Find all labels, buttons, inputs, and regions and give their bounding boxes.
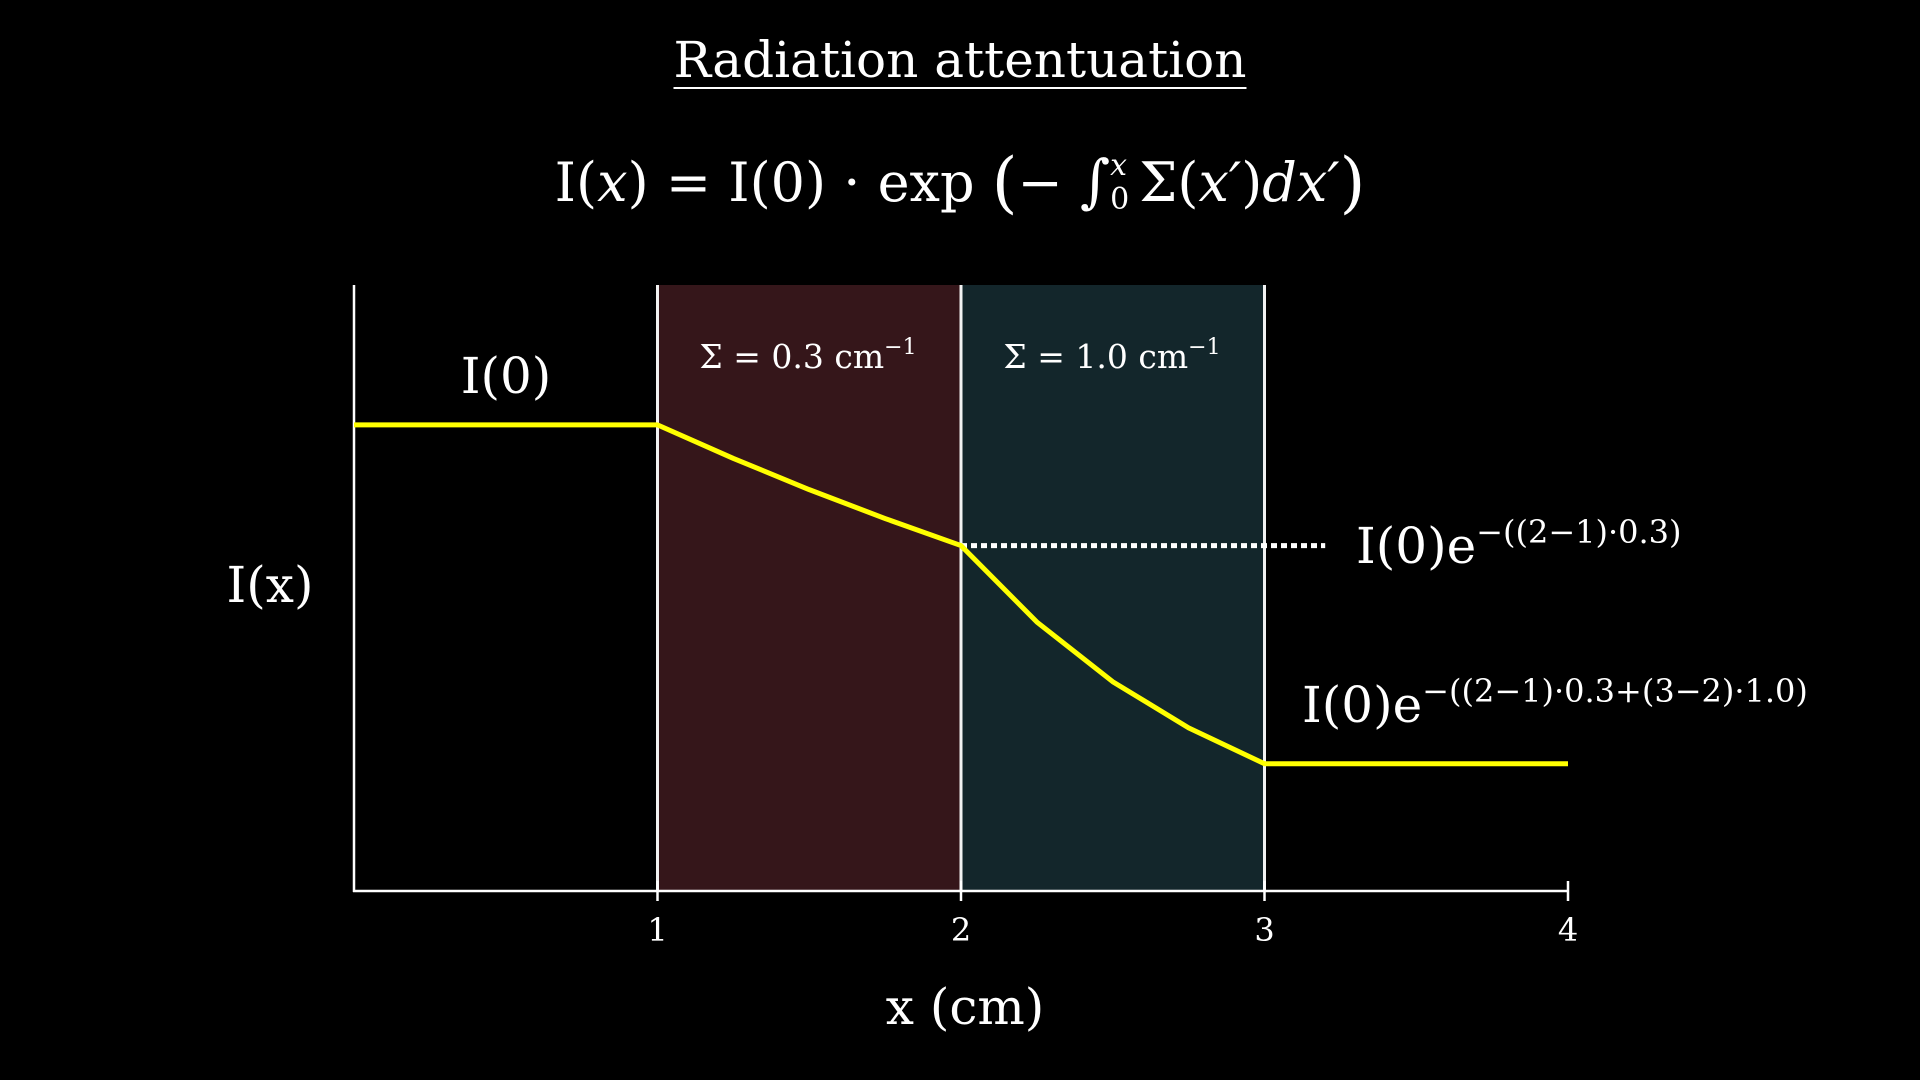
y-axis-label: I(x) [227, 556, 314, 614]
chart-title: Radiation attentuation [673, 31, 1247, 89]
region-1-fill [657, 285, 961, 891]
x-ticks: 1 2 3 4 [647, 881, 1578, 949]
x-tick-label: 3 [1254, 911, 1274, 949]
mid-intensity-label: I(0)e−((2−1)·0.3) [1356, 513, 1682, 575]
region-2-label: Σ = 1.0 cm−1 [1003, 335, 1220, 376]
attenuation-formula: I(x) = I(0) · exp (− ∫ x 0 Σ(x′)dx′) [554, 144, 1366, 221]
i0-label: I(0) [461, 347, 552, 405]
x-axis-label: x (cm) [886, 978, 1045, 1036]
region-2-fill [961, 285, 1265, 891]
intensity-curve [354, 422, 1568, 767]
x-tick-label: 4 [1558, 911, 1578, 949]
material-regions [656, 285, 1266, 891]
end-intensity-label: I(0)e−((2−1)·0.3+(3−2)·1.0) [1302, 672, 1808, 734]
curve-group [354, 422, 1568, 767]
region-1-label: Σ = 0.3 cm−1 [699, 335, 916, 376]
x-tick-label: 2 [951, 911, 971, 949]
x-tick-label: 1 [647, 911, 667, 949]
